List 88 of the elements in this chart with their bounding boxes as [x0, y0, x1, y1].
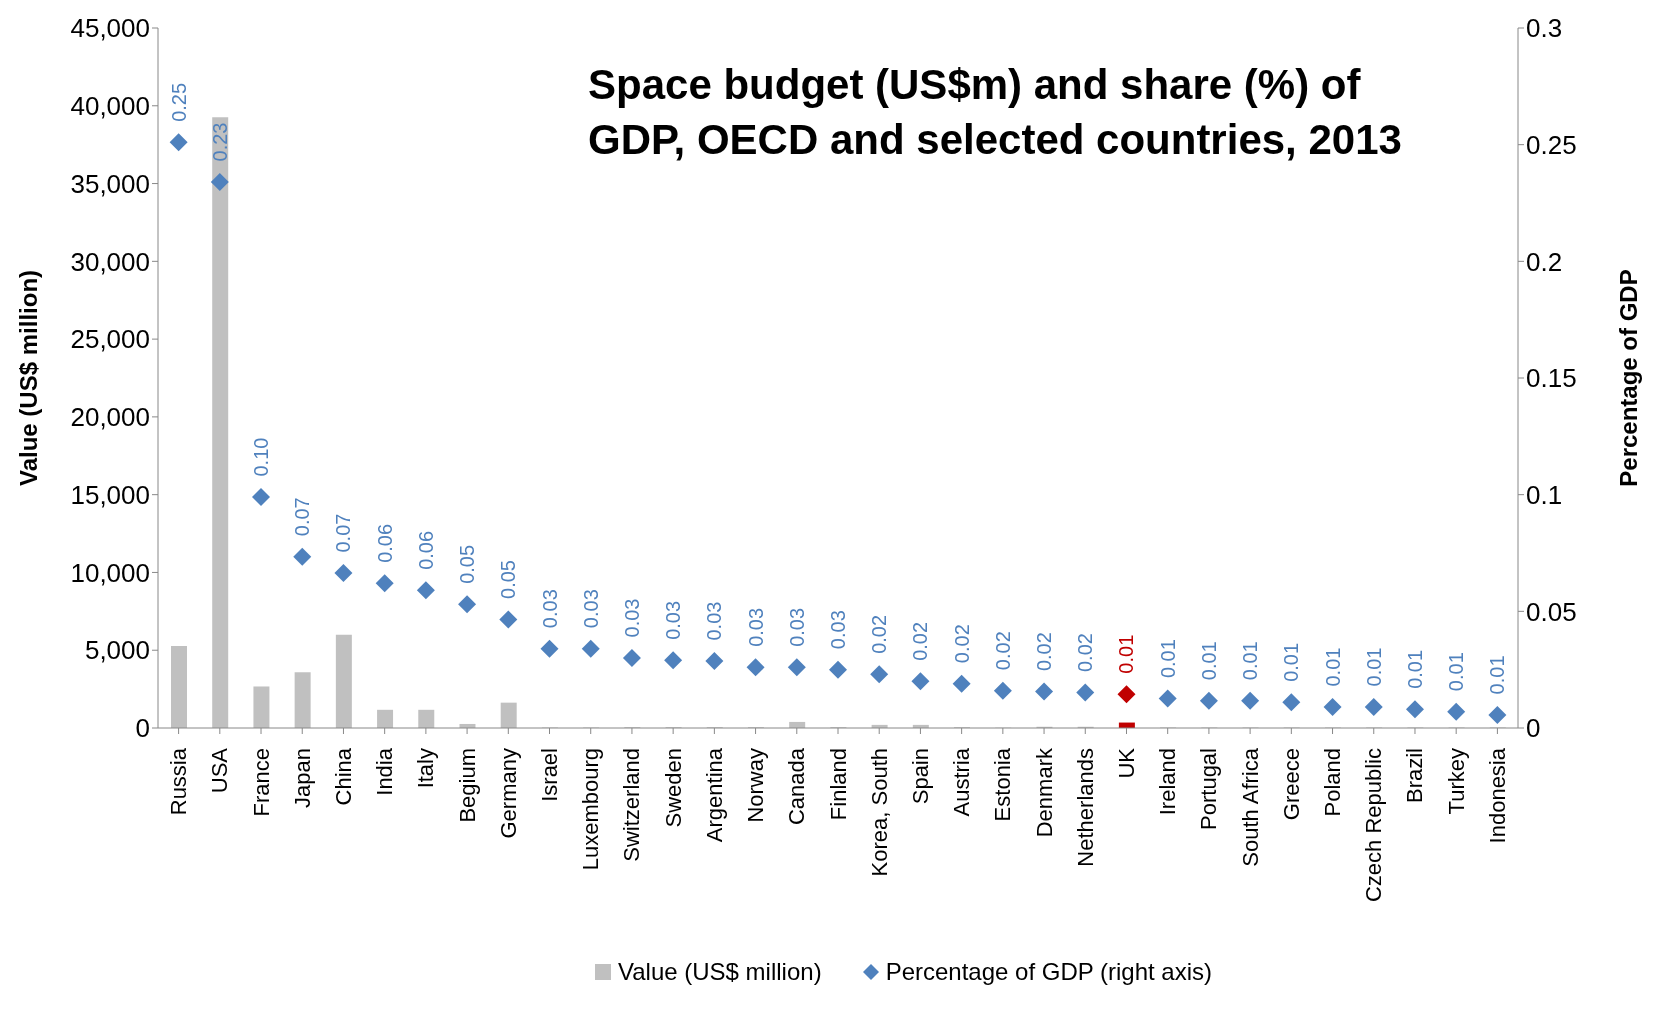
x-tick-label: Netherlands — [1072, 748, 1098, 867]
data-label: 0.02 — [868, 614, 891, 654]
x-tick-label: Portugal — [1196, 748, 1222, 830]
data-label: 0.02 — [991, 631, 1014, 671]
data-label: 0.06 — [373, 523, 396, 563]
legend-label: Value (US$ million) — [618, 958, 822, 986]
y-tick-label: 35,000 — [70, 168, 150, 199]
x-tick-label: India — [372, 747, 398, 796]
data-label: 0.06 — [414, 530, 437, 570]
data-label: 0.05 — [497, 560, 520, 599]
y2-tick-label: 0.15 — [1526, 363, 1577, 394]
x-tick-label: Indonesia — [1484, 747, 1510, 844]
x-tick-label: Russia — [166, 747, 192, 816]
data-label: 0.01 — [1362, 647, 1385, 687]
x-tick-label: Poland — [1320, 748, 1346, 817]
data-label: 0.02 — [1074, 633, 1097, 673]
y-tick-label: 15,000 — [70, 479, 150, 510]
x-tick-label: Czech Republic — [1361, 748, 1387, 903]
x-tick-label: Switzerland — [619, 748, 645, 862]
y-tick-label: 40,000 — [70, 91, 150, 122]
data-label: 0.03 — [538, 589, 561, 629]
y-axis-title: Value (US$ million) — [14, 269, 42, 487]
data-label: 0.07 — [291, 497, 314, 537]
data-label: 0.01 — [1321, 647, 1344, 687]
data-label: 0.02 — [909, 621, 932, 661]
y2-tick-label: 0.1 — [1526, 479, 1563, 510]
data-label: 0.01 — [1486, 655, 1509, 695]
x-tick-label: Israel — [537, 748, 563, 802]
data-label: 0.01 — [1280, 642, 1303, 682]
data-label: 0.10 — [250, 437, 273, 477]
x-tick-label: Brazil — [1402, 748, 1428, 804]
x-tick-label: Denmark — [1031, 747, 1057, 838]
y-tick-label: 10,000 — [70, 557, 150, 588]
y-tick-label: 30,000 — [70, 246, 150, 277]
text: Space budget (US$m) and share (%) of GDP, OECD and selected countries, 2013 — [588, 60, 1403, 165]
data-label: 0.03 — [744, 607, 767, 647]
data-label: 0.03 — [827, 610, 849, 650]
x-tick-label: UK — [1113, 747, 1139, 779]
data-label: 0.02 — [1033, 632, 1056, 672]
x-tick-label: Austria — [949, 747, 975, 817]
data-label: 0.25 — [167, 82, 190, 122]
legend-label: Percentage of GDP (right axis) — [885, 958, 1212, 986]
data-label: 0.03 — [703, 601, 726, 641]
x-tick-label: Begium — [454, 748, 480, 823]
data-label: 0.01 — [1115, 634, 1138, 674]
x-tick-label: Germany — [495, 748, 521, 839]
data-label: 0.23 — [208, 122, 231, 162]
x-tick-label: Greece — [1278, 748, 1304, 821]
y-tick-label: 45,000 — [70, 13, 150, 44]
y2-tick-label: 0.05 — [1526, 596, 1577, 627]
data-label: 0.02 — [950, 624, 973, 664]
data-label: 0.03 — [785, 607, 808, 647]
data-label: 0.01 — [1197, 641, 1220, 681]
data-label: 0.01 — [1156, 639, 1179, 679]
x-tick-label: Ireland — [1155, 748, 1181, 816]
x-tick-label: Italy — [413, 748, 439, 789]
y-tick-label: 0 — [135, 713, 150, 744]
x-tick-label: Korea, South — [866, 748, 892, 877]
y2-tick-label: 0 — [1526, 713, 1541, 744]
x-tick-label: Norway — [743, 748, 769, 823]
y-tick-label: 5,000 — [84, 635, 150, 666]
y2-tick-label: 0.25 — [1526, 129, 1577, 160]
x-tick-label: Luxembourg — [578, 748, 604, 871]
y2-tick-label: 0.3 — [1526, 13, 1563, 44]
x-tick-label: Turkey — [1443, 748, 1469, 815]
data-label: 0.01 — [1403, 649, 1426, 689]
data-label: 0.07 — [332, 513, 355, 553]
y2-tick-label: 0.2 — [1526, 246, 1563, 277]
data-label: 0.01 — [1239, 641, 1262, 681]
x-tick-label: France — [248, 748, 274, 817]
x-tick-label: South Africa — [1237, 747, 1263, 867]
x-tick-label: Estonia — [990, 747, 1016, 822]
x-tick-label: Sweden — [660, 748, 686, 828]
data-label: 0.03 — [620, 598, 643, 638]
y-tick-label: 25,000 — [70, 324, 150, 355]
x-tick-label: Argentina — [701, 747, 727, 843]
data-label: 0.01 — [1445, 652, 1468, 692]
data-label: 0.03 — [579, 589, 602, 629]
x-tick-label: Japan — [289, 748, 315, 808]
x-tick-label: Finland — [825, 748, 851, 821]
data-label: 0.03 — [662, 600, 685, 640]
x-tick-label: Spain — [907, 748, 933, 805]
x-tick-label: China — [330, 747, 356, 806]
y-tick-label: 20,000 — [70, 402, 150, 433]
y2-axis-title: Percentage of GDP — [1614, 269, 1642, 487]
data-label: 0.05 — [456, 544, 479, 584]
x-tick-label: USA — [207, 747, 233, 794]
x-tick-label: Canada — [784, 747, 810, 826]
